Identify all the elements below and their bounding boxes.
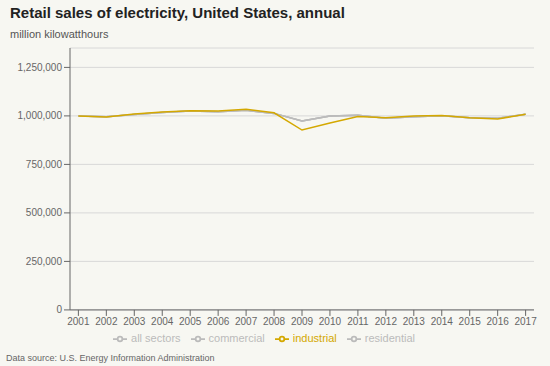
svg-text:2003: 2003	[123, 316, 146, 327]
svg-text:2014: 2014	[431, 316, 454, 327]
svg-text:2009: 2009	[291, 316, 314, 327]
html-text:commercial: commercial	[208, 331, 265, 344]
svg-text:2013: 2013	[403, 316, 426, 327]
svg-text:1,250,000: 1,250,000	[18, 62, 63, 73]
svg-text:750,000: 750,000	[26, 159, 63, 170]
svg-text:0: 0	[56, 304, 62, 315]
svg-text:2001: 2001	[67, 316, 90, 327]
svg-text:2016: 2016	[487, 316, 510, 327]
svg-text:1,000,000: 1,000,000	[18, 110, 63, 121]
html-text:all sectors: all sectors	[131, 331, 181, 344]
svg-text:2004: 2004	[151, 316, 174, 327]
svg-text:2002: 2002	[95, 316, 118, 327]
svg-text:2015: 2015	[459, 316, 482, 327]
svg-text:2012: 2012	[375, 316, 398, 327]
svg-text:2011: 2011	[347, 316, 369, 327]
html-text:residential: residential	[364, 331, 415, 344]
html-text:industrial: industrial	[292, 331, 337, 344]
svg-text:500,000: 500,000	[26, 207, 63, 218]
svg-text:2005: 2005	[179, 316, 202, 327]
svg-text:2017: 2017	[514, 316, 537, 327]
svg-text:2008: 2008	[263, 316, 286, 327]
html-text:Retail sales of electricity, U: Retail sales of electricity, United Stat…	[10, 4, 345, 21]
svg-text:2006: 2006	[207, 316, 230, 327]
svg-text:2007: 2007	[235, 316, 258, 327]
svg-text:250,000: 250,000	[26, 256, 63, 267]
html-text:Data source: U.S. Energy Infor: Data source: U.S. Energy Information Adm…	[6, 353, 215, 363]
svg-text:2010: 2010	[319, 316, 342, 327]
html-text:million kilowatthours: million kilowatthours	[10, 28, 109, 40]
